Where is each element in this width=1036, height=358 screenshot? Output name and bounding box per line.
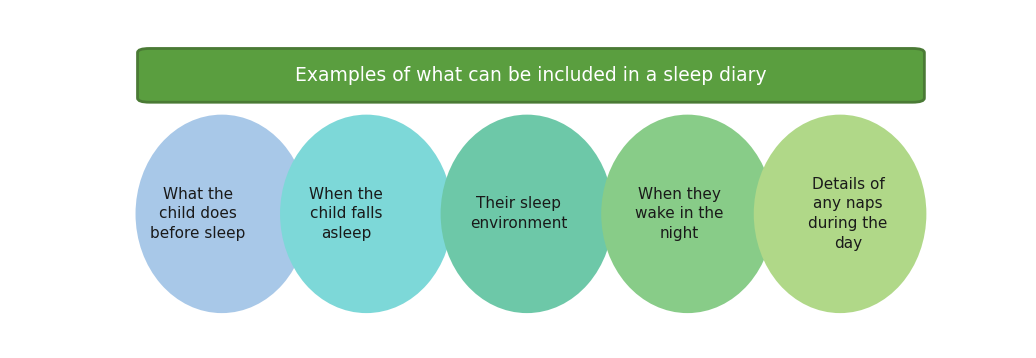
Text: When they
wake in the
night: When they wake in the night: [635, 187, 724, 241]
Ellipse shape: [601, 115, 774, 313]
Text: What the
child does
before sleep: What the child does before sleep: [150, 187, 246, 241]
Ellipse shape: [754, 115, 926, 313]
Ellipse shape: [136, 115, 308, 313]
Text: Details of
any naps
during the
day: Details of any naps during the day: [808, 176, 888, 251]
Text: Their sleep
environment: Their sleep environment: [470, 197, 568, 231]
Text: Examples of what can be included in a sleep diary: Examples of what can be included in a sl…: [295, 66, 767, 85]
FancyBboxPatch shape: [138, 48, 924, 102]
Text: When the
child falls
asleep: When the child falls asleep: [310, 187, 383, 241]
Ellipse shape: [280, 115, 453, 313]
Ellipse shape: [440, 115, 613, 313]
